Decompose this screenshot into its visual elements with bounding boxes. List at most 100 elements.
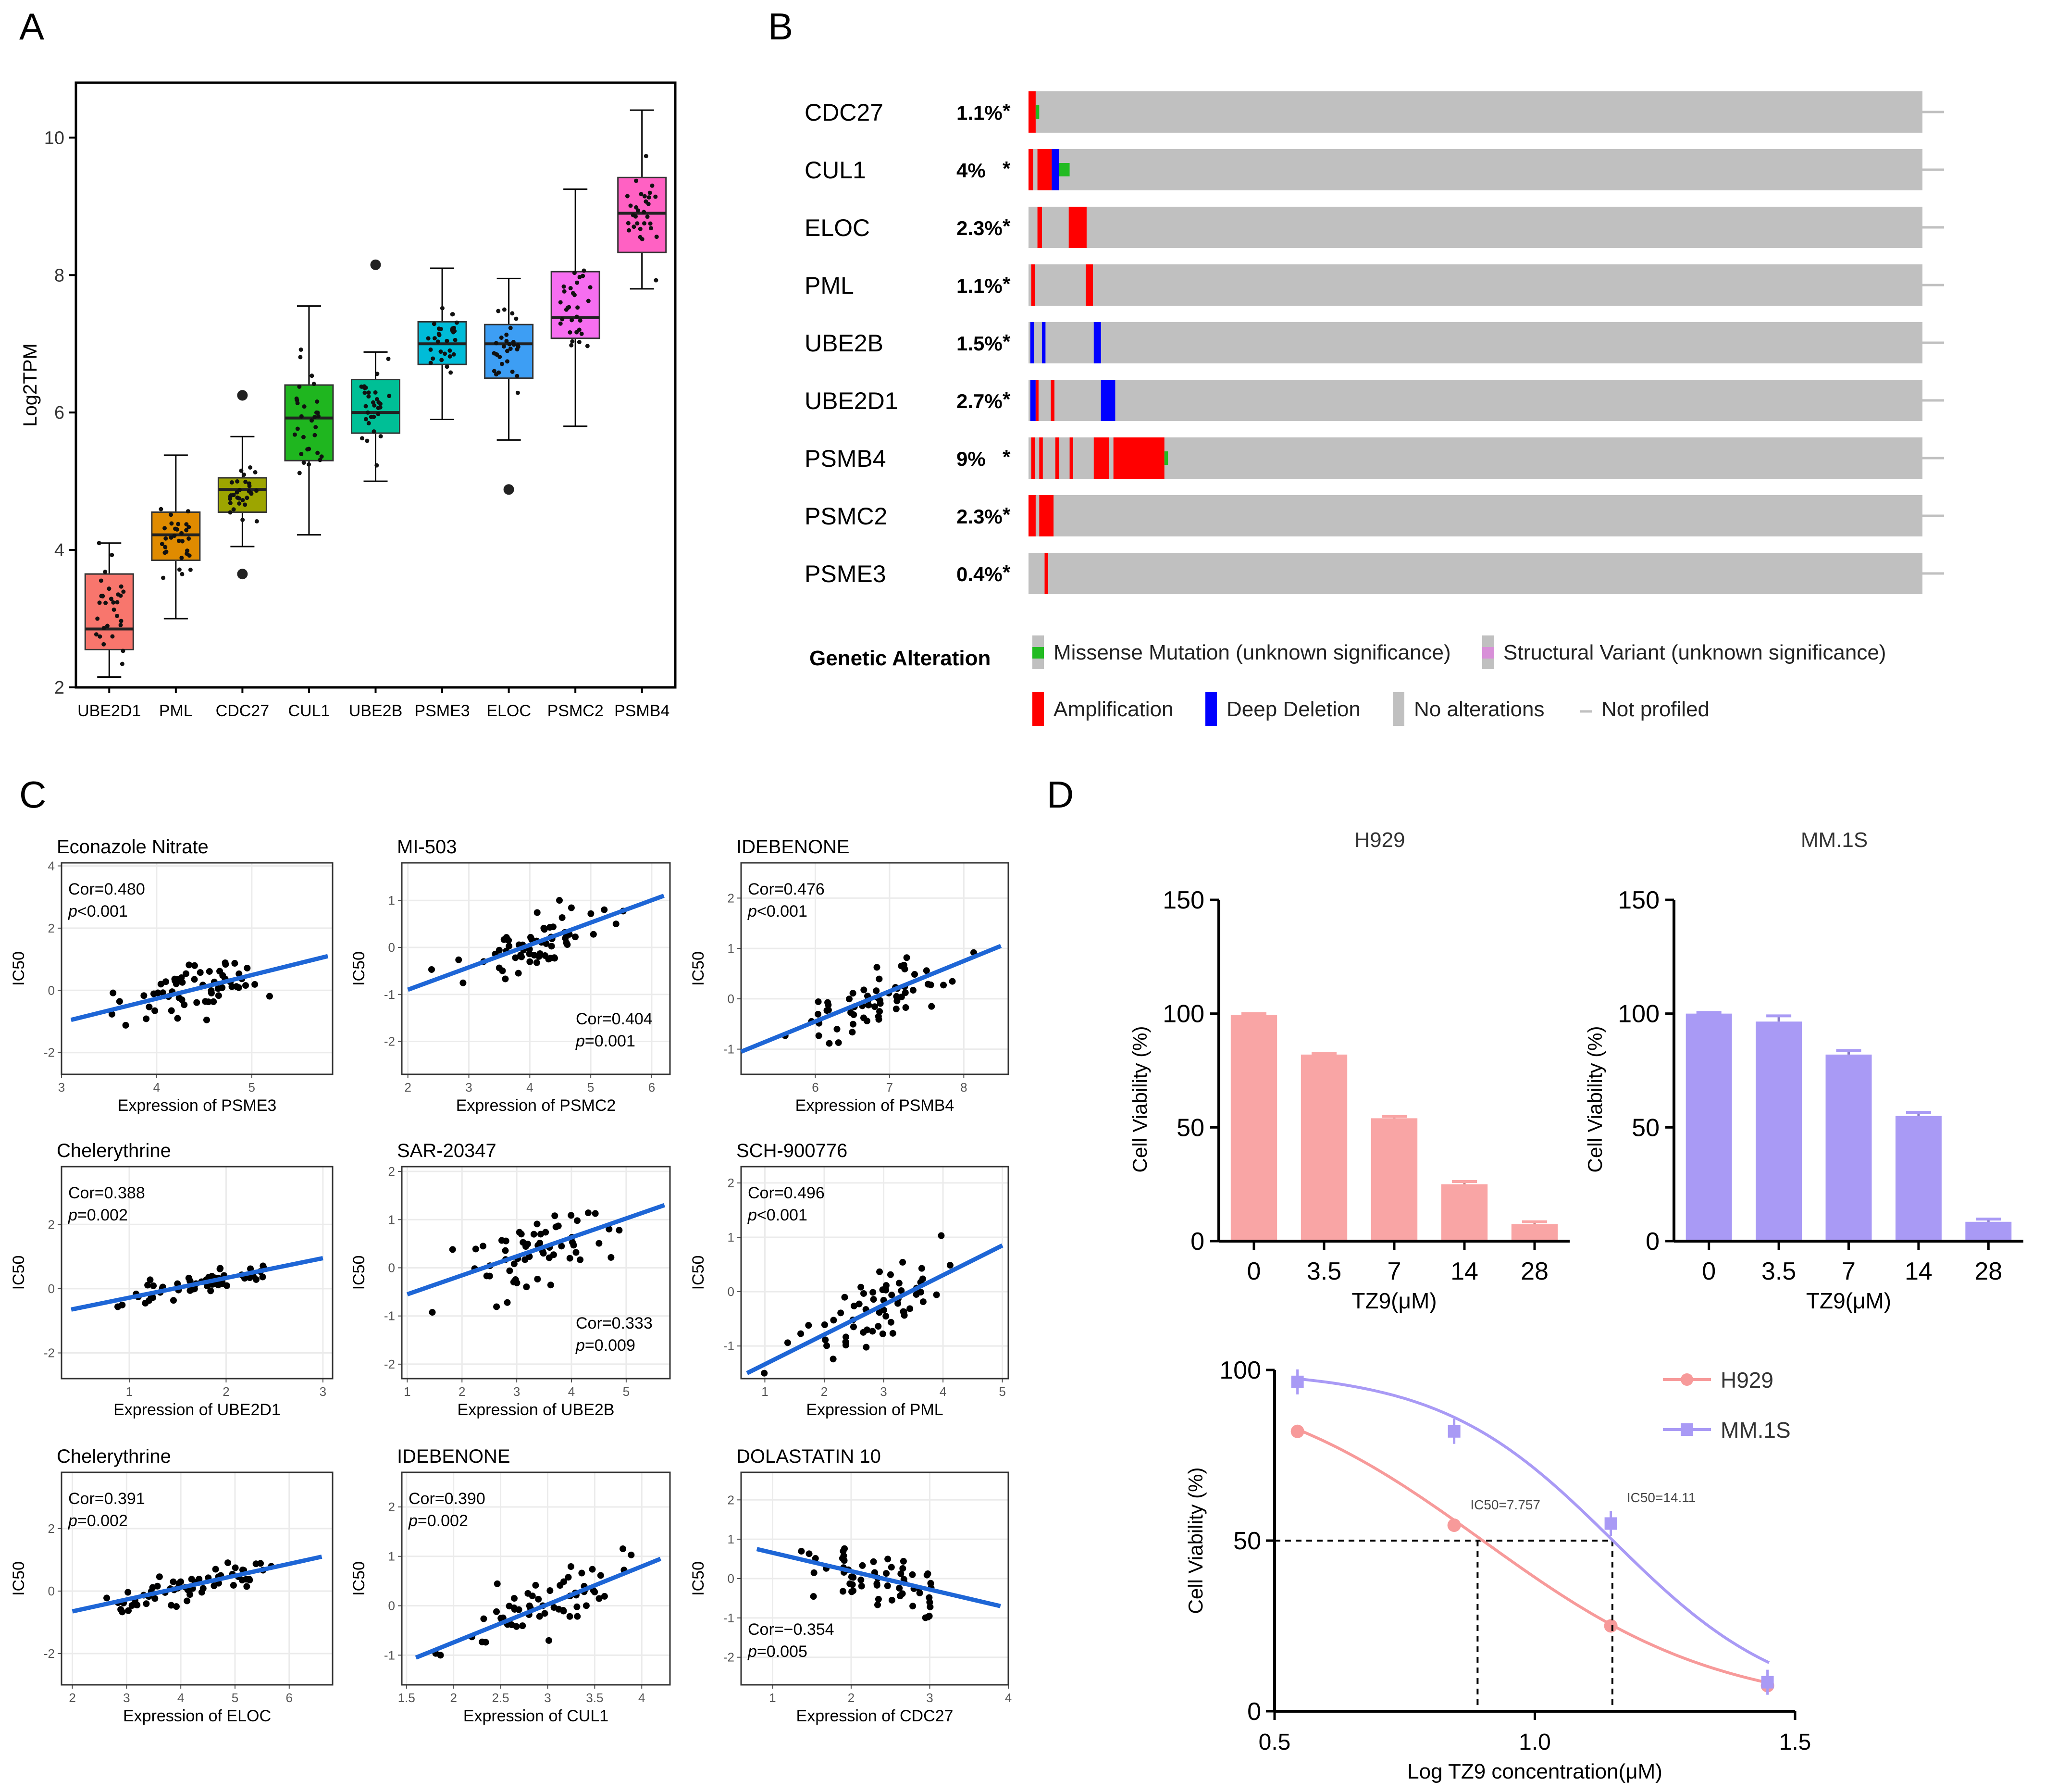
scatter-point: [591, 1588, 598, 1595]
scatter-point: [839, 1588, 846, 1595]
jitter-point: [494, 341, 498, 346]
jitter-point: [445, 364, 449, 369]
scatter-point: [806, 1550, 813, 1557]
y-axis-title: IC50: [10, 1561, 28, 1596]
scatter-point: [850, 1302, 857, 1309]
alteration-mut: [1035, 105, 1040, 119]
jitter-point: [229, 480, 234, 485]
x-tick-label: 3: [880, 1384, 887, 1399]
scatter-point: [535, 953, 543, 960]
x-tick-label: 3.5: [1307, 1257, 1341, 1285]
scatter-point: [559, 1606, 567, 1614]
y-axis-title: IC50: [689, 1561, 707, 1596]
scatter-point: [875, 1323, 882, 1330]
scatter-point: [216, 1265, 223, 1272]
x-axis-title: TZ9(μM): [1806, 1288, 1891, 1313]
scatter-point: [568, 1212, 575, 1219]
x-tick-label: 28: [1521, 1257, 1549, 1285]
scatter-point: [196, 1576, 203, 1583]
scatter-point: [175, 994, 183, 1001]
scatter-point: [849, 1029, 856, 1036]
jitter-point: [574, 314, 579, 319]
x-axis-title: Expression of PSME3: [118, 1096, 277, 1115]
jitter-point: [119, 584, 124, 589]
scatter-point: [875, 1016, 882, 1023]
regression-line: [406, 1203, 666, 1296]
p-value-text: =0.005: [757, 1643, 807, 1661]
legend-label-del: Deep Deletion: [1227, 697, 1361, 721]
jitter-point: [372, 429, 376, 434]
jitter-point: [570, 318, 574, 323]
x-tick-label: 2: [450, 1691, 457, 1705]
x-axis-title: Expression of PSMC2: [456, 1096, 616, 1115]
track-background: [1029, 495, 1922, 536]
plot-frame: [61, 1166, 334, 1380]
y-tick-label: 10: [44, 128, 64, 148]
scatter-point: [926, 1613, 933, 1620]
scatter-point: [526, 958, 533, 965]
x-tick-label: 8: [960, 1080, 967, 1095]
x-tick-label: 14: [1905, 1257, 1933, 1285]
gene-label: PSMC2: [805, 503, 887, 530]
scatter-point: [876, 1268, 883, 1275]
jitter-point: [100, 594, 105, 598]
scatter-point: [909, 1571, 916, 1578]
regression-line: [740, 944, 1002, 1054]
jitter-point: [644, 154, 648, 159]
x-tick-label: 28: [1974, 1257, 2002, 1285]
y-tick-label: -1: [723, 1042, 734, 1057]
panel-letter-a: A: [19, 5, 44, 48]
jitter-point: [359, 384, 364, 389]
scatter-point: [124, 1589, 132, 1596]
scatter-point: [171, 975, 178, 983]
alteration-del: [1101, 380, 1115, 421]
scatter-point: [156, 1573, 163, 1580]
jitter-point: [162, 526, 167, 531]
scatter-point: [437, 1652, 444, 1659]
alteration-amp: [1039, 495, 1054, 536]
y-tick-label: 100: [1618, 1000, 1660, 1028]
scatter-point: [556, 897, 563, 904]
scatter-point: [928, 1003, 935, 1010]
alteration-amp: [1093, 437, 1109, 479]
jitter-point: [298, 355, 303, 360]
jitter-point: [492, 369, 496, 373]
jitter-point: [115, 613, 120, 618]
y-tick-label: 2: [728, 891, 734, 905]
scatter-point: [916, 1589, 923, 1596]
bar: [1686, 1013, 1732, 1241]
jitter-point: [120, 661, 124, 666]
scatter-point: [151, 1595, 159, 1602]
scatter-point: [565, 1574, 572, 1581]
alteration-amp: [1031, 264, 1035, 306]
p-value: p<0.001: [747, 1206, 807, 1224]
bar: [1511, 1224, 1558, 1241]
scatter-point: [243, 1576, 250, 1583]
jitter-point: [635, 221, 640, 226]
scatter-point: [812, 1555, 819, 1562]
jitter-point: [450, 312, 455, 317]
alteration-amp: [1029, 495, 1036, 536]
jitter-point: [378, 405, 383, 410]
scatter-point: [899, 1258, 906, 1266]
jitter-point: [109, 597, 113, 601]
scatter-point: [211, 1582, 218, 1590]
jitter-point: [372, 403, 377, 408]
jitter-point: [242, 473, 247, 477]
y-tick-label: 0: [1247, 1698, 1261, 1726]
scatter-point: [527, 933, 534, 941]
scatter-point: [151, 1007, 159, 1014]
x-axis-title: Expression of ELOC: [123, 1707, 271, 1725]
scatter-point: [449, 1246, 456, 1253]
y-tick-label: 0: [388, 940, 395, 955]
jitter-point: [654, 278, 658, 283]
plot-frame: [401, 1471, 671, 1686]
jitter-point: [432, 336, 437, 341]
alteration-del: [1052, 149, 1059, 190]
scatter-point: [117, 1606, 124, 1613]
scatter-point: [206, 968, 213, 975]
bar: [1895, 1116, 1942, 1241]
scatter-point: [597, 1572, 604, 1579]
y-tick-label: 0: [728, 1571, 734, 1586]
